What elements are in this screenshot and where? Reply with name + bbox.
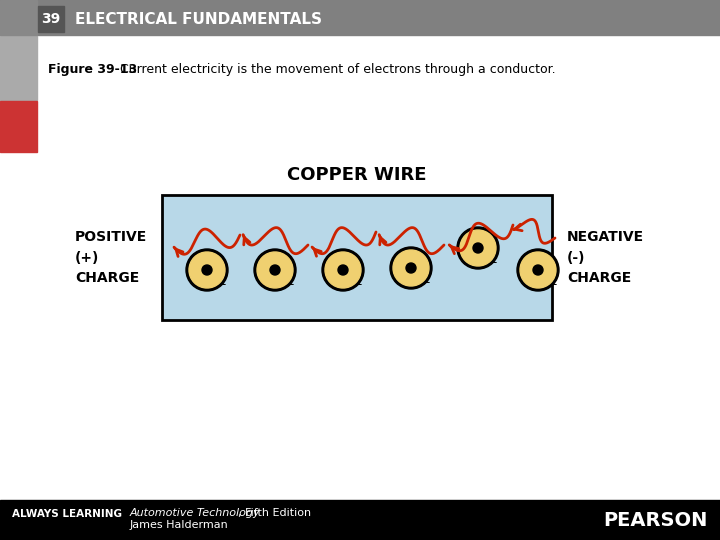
Bar [0, 0, 720, 35]
Bar [0, 36, 37, 100]
Text: –: – [288, 279, 294, 292]
Circle shape [390, 247, 432, 289]
Text: –: – [491, 256, 497, 269]
Circle shape [325, 252, 361, 288]
Text: James Halderman: James Halderman [130, 520, 229, 530]
Circle shape [393, 250, 429, 286]
Bar [0, 0, 37, 35]
Circle shape [257, 252, 293, 288]
Circle shape [406, 263, 416, 273]
Text: ALWAYS LEARNING: ALWAYS LEARNING [12, 509, 122, 519]
Text: –: – [424, 276, 430, 289]
Text: 39: 39 [41, 12, 60, 26]
Text: –: – [551, 279, 557, 292]
Text: Automotive Technology: Automotive Technology [130, 508, 261, 518]
Circle shape [473, 243, 483, 253]
Text: PEARSON: PEARSON [603, 510, 708, 530]
Bar [0, 500, 720, 540]
Circle shape [517, 249, 559, 291]
Text: –: – [356, 279, 362, 292]
Text: Current electricity is the movement of electrons through a conductor.: Current electricity is the movement of e… [120, 64, 556, 77]
Circle shape [186, 249, 228, 291]
Circle shape [520, 252, 556, 288]
Text: POSITIVE
(+)
CHARGE: POSITIVE (+) CHARGE [75, 230, 147, 285]
Circle shape [460, 230, 496, 266]
Circle shape [202, 265, 212, 275]
Bar [0, 101, 37, 152]
Circle shape [338, 265, 348, 275]
Circle shape [457, 227, 499, 269]
Circle shape [189, 252, 225, 288]
Bar [162, 195, 552, 320]
Circle shape [254, 249, 296, 291]
Text: –: – [220, 279, 226, 292]
Text: Figure 39-13: Figure 39-13 [48, 64, 137, 77]
Text: COPPER WIRE: COPPER WIRE [287, 166, 427, 184]
Circle shape [270, 265, 280, 275]
Circle shape [533, 265, 543, 275]
Text: NEGATIVE
(-)
CHARGE: NEGATIVE (-) CHARGE [567, 230, 644, 285]
Text: ELECTRICAL FUNDAMENTALS: ELECTRICAL FUNDAMENTALS [75, 11, 322, 26]
Circle shape [322, 249, 364, 291]
Bar [38, 6, 64, 32]
Text: , Fifth Edition: , Fifth Edition [238, 508, 311, 518]
